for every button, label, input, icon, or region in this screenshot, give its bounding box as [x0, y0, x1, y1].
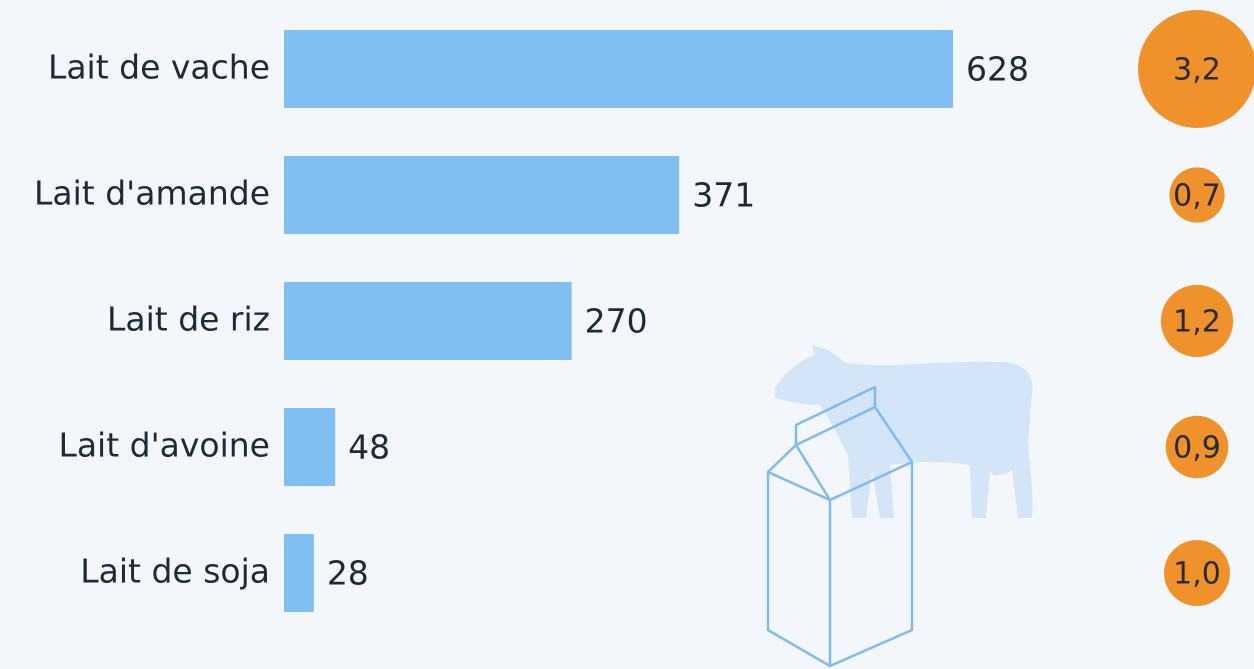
value-label: 28 — [327, 554, 369, 593]
category-label: Lait de riz — [107, 300, 270, 339]
bubble-label: 1,0 — [1173, 557, 1221, 592]
bubble-label: 3,2 — [1173, 53, 1221, 88]
cow-illustration — [775, 345, 1033, 518]
category-label: Lait de soja — [80, 552, 270, 591]
milk-carton — [766, 385, 914, 668]
value-label: 270 — [585, 302, 648, 341]
bar — [284, 156, 680, 234]
bubble — [1165, 415, 1229, 479]
category-label: Lait d'amande — [34, 174, 270, 213]
category-label: Lait de vache — [48, 48, 270, 87]
bubble-label: 0,7 — [1173, 179, 1221, 214]
bubble — [1169, 167, 1225, 223]
bar — [284, 282, 572, 360]
value-label: 371 — [692, 176, 755, 215]
bar — [284, 534, 314, 612]
bubble-label: 0,9 — [1173, 431, 1221, 466]
bubble — [1160, 284, 1234, 358]
bar — [284, 408, 336, 486]
bubble — [1138, 10, 1254, 128]
bar — [284, 30, 953, 108]
value-label: 628 — [966, 50, 1029, 89]
value-label: 48 — [348, 428, 390, 467]
bubble-label: 1,2 — [1173, 305, 1221, 340]
bubble — [1164, 540, 1230, 606]
category-label: Lait d'avoine — [58, 426, 270, 465]
